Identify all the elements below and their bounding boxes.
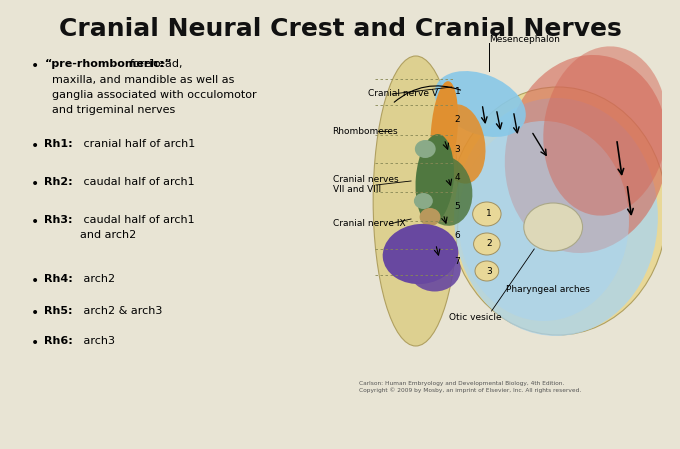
Text: •: • [31,306,39,320]
Text: caudal half of arch1: caudal half of arch1 [80,177,195,187]
Text: 4: 4 [455,173,460,182]
Ellipse shape [454,98,658,336]
Text: 1: 1 [486,210,492,219]
Text: caudal half of arch1: caudal half of arch1 [80,215,195,225]
Ellipse shape [475,261,498,281]
Text: •: • [31,336,39,350]
Text: Carlson: Human Embryology and Developmental Biology, 4th Edition.
Copyright © 20: Carlson: Human Embryology and Developmen… [359,381,581,392]
Text: Rhombomeres: Rhombomeres [333,127,398,136]
Text: Cranial Neural Crest and Cranial Nerves: Cranial Neural Crest and Cranial Nerves [58,17,622,41]
Text: •: • [31,215,39,229]
Ellipse shape [505,55,668,253]
Text: Rh1:: Rh1: [44,139,73,149]
Ellipse shape [435,71,526,137]
Ellipse shape [430,81,458,181]
Text: 2: 2 [455,115,460,124]
Text: 2: 2 [486,239,492,248]
Text: forehead,: forehead, [130,59,183,69]
Text: •: • [31,274,39,288]
Text: “pre-rhombomeric:”: “pre-rhombomeric:” [44,59,172,69]
Ellipse shape [420,156,473,226]
Text: Otic vesicle: Otic vesicle [449,313,502,321]
Ellipse shape [543,46,667,216]
Ellipse shape [383,224,458,284]
Text: •: • [31,177,39,191]
Text: 1: 1 [455,88,460,97]
Text: Mesencephalon: Mesencephalon [489,35,560,44]
Text: Rh4:: Rh4: [44,274,73,284]
Text: 5: 5 [455,202,460,211]
Ellipse shape [415,140,436,158]
Ellipse shape [449,87,667,335]
Ellipse shape [473,202,501,226]
Text: arch3: arch3 [80,336,116,346]
Ellipse shape [409,247,461,291]
Text: ganglia associated with occulomotor: ganglia associated with occulomotor [52,90,256,100]
Ellipse shape [373,56,458,346]
Text: Cranial nerve IX: Cranial nerve IX [333,220,406,229]
Text: 6: 6 [455,230,460,239]
Ellipse shape [473,233,500,255]
Text: Cranial nerve V: Cranial nerve V [369,89,439,98]
Ellipse shape [414,193,433,209]
Text: and trigeminal nerves: and trigeminal nerves [52,105,175,115]
Text: maxilla, and mandible as well as: maxilla, and mandible as well as [52,75,235,85]
Ellipse shape [415,134,454,224]
Text: cranial half of arch1: cranial half of arch1 [80,139,196,149]
Ellipse shape [458,121,629,321]
Text: arch2: arch2 [80,274,116,284]
Text: 7: 7 [455,257,460,267]
Ellipse shape [420,208,441,226]
Text: Rh3:: Rh3: [44,215,73,225]
Text: VII and VIII: VII and VIII [333,185,381,194]
Text: Pharyngeal arches: Pharyngeal arches [506,285,590,294]
Text: and arch2: and arch2 [80,230,137,240]
Text: •: • [31,139,39,153]
Ellipse shape [437,104,486,184]
Ellipse shape [524,203,583,251]
Text: •: • [31,59,39,73]
Text: Cranial nerves: Cranial nerves [333,175,399,184]
Text: arch2 & arch3: arch2 & arch3 [80,306,163,316]
Text: Rh6:: Rh6: [44,336,73,346]
Text: Rh5:: Rh5: [44,306,73,316]
Text: 3: 3 [486,267,492,276]
Text: Rh2:: Rh2: [44,177,73,187]
Text: 3: 3 [455,145,460,154]
